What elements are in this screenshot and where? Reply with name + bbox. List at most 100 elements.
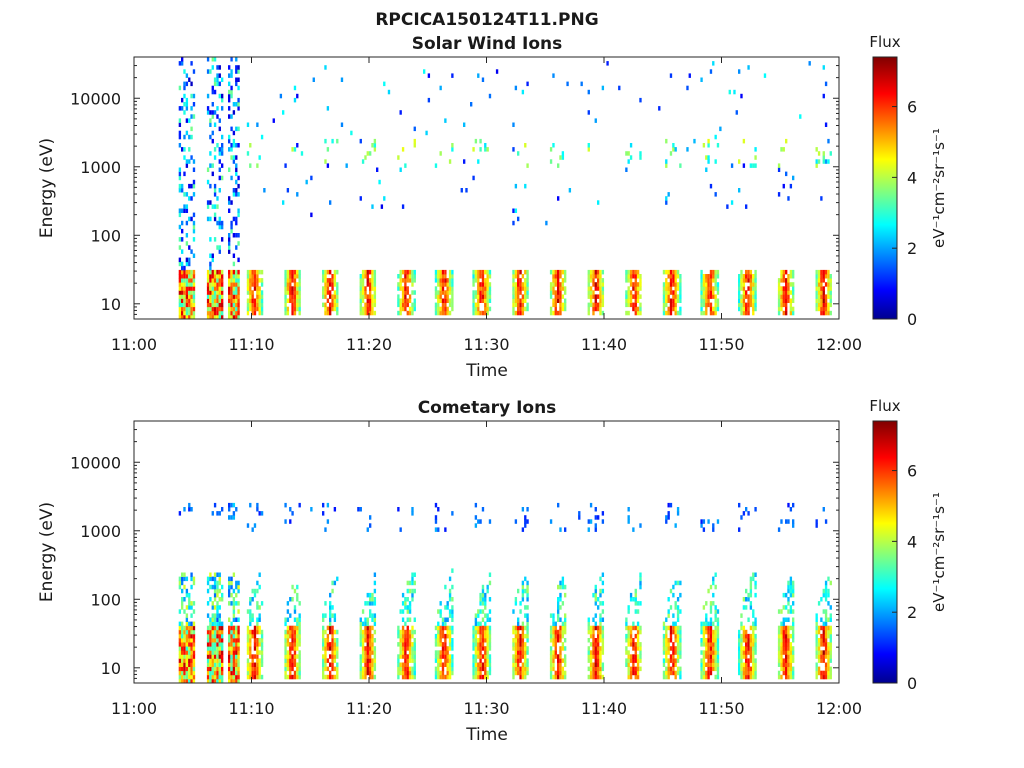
flux-cell [246,662,250,667]
flux-cell [815,650,818,655]
flux-cell [228,249,231,254]
flux-cell [298,282,301,287]
flux-cell [213,188,217,193]
flux-cell [629,674,633,680]
flux-cell [437,658,440,663]
flux-cell [481,625,485,631]
flux-cell [258,290,261,295]
flux-cell [564,629,567,635]
flux-cell [293,269,297,275]
flux-cell [359,658,362,663]
flux-cell [251,310,254,316]
flux-cell [232,192,236,197]
flux-cell [740,274,743,279]
flux-cell [559,646,562,651]
flux-cell [298,650,301,655]
flux-cell [789,274,793,279]
flux-cell [185,638,189,643]
flux-cell [216,302,219,308]
flux-cell [286,658,290,663]
flux-cell [183,286,186,291]
flux-cell [216,625,219,631]
flux-cell [230,73,233,78]
flux-cell [742,662,746,667]
flux-cell [716,633,720,639]
flux-cell [639,658,642,663]
flux-cell [333,282,337,287]
flux-cell [474,654,478,659]
flux-cell [434,625,438,631]
flux-cell [209,584,212,590]
flux-cell [634,298,637,303]
flux-cell [406,654,409,659]
flux-cell [178,85,182,91]
flux-cell [463,159,466,164]
flux-cell [190,61,193,66]
flux-cell [517,621,520,627]
flux-cell [627,670,630,676]
flux-cell [434,674,438,680]
flux-cell [594,306,597,312]
flux-cell [665,658,668,663]
flux-cell [601,511,605,516]
flux-cell [738,658,741,663]
flux-cell [444,642,447,647]
flux-cell [260,642,264,647]
flux-cell [190,658,193,663]
flux-cell [185,302,189,308]
flux-cell [782,638,785,643]
flux-cell [359,674,362,680]
flux-cell [592,617,595,622]
flux-cell [296,642,299,647]
flux-cell [448,576,452,582]
flux-cell [232,143,236,148]
flux-cell [209,269,212,275]
flux-cell [188,286,191,291]
flux-cell [665,625,668,631]
flux-cell [627,662,630,667]
flux-cell [178,208,182,213]
flux-cell [213,592,217,598]
flux-cell [817,151,821,156]
spectrogram-cells [178,57,832,320]
flux-cell [592,306,595,312]
flux-cell [213,576,217,582]
flux-cell [289,507,292,512]
flux-cell [373,613,377,618]
flux-cell [439,286,442,291]
flux-cell [618,85,621,91]
flux-cell [451,642,454,647]
flux-cell [289,674,292,680]
flux-cell [404,306,407,312]
flux-cell [434,638,438,643]
flux-cell [815,274,818,279]
flux-cell [714,306,717,312]
flux-cell [817,658,821,663]
flux-cell [777,658,781,663]
flux-cell [521,298,525,303]
flux-cell [700,302,703,308]
flux-cell [792,592,795,598]
flux-cell [519,601,522,606]
flux-cell [662,638,666,643]
flux-cell [439,298,442,303]
flux-cell [359,298,362,303]
flux-cell [298,306,301,312]
flux-cell [787,298,790,303]
flux-cell [408,646,412,651]
flux-cell [639,572,642,577]
flux-cell [521,642,525,647]
flux-cell [213,269,217,275]
flux-cell [792,290,795,295]
flux-cell [629,282,633,287]
flux-cell [601,278,605,283]
flux-cell [472,306,475,312]
flux-cell [209,290,212,295]
flux-cell [512,629,515,635]
flux-cell [216,633,219,639]
flux-cell [632,302,635,308]
flux-cell [218,625,221,631]
flux-cell [448,286,452,291]
flux-cell [401,654,405,659]
flux-cell [188,261,191,267]
